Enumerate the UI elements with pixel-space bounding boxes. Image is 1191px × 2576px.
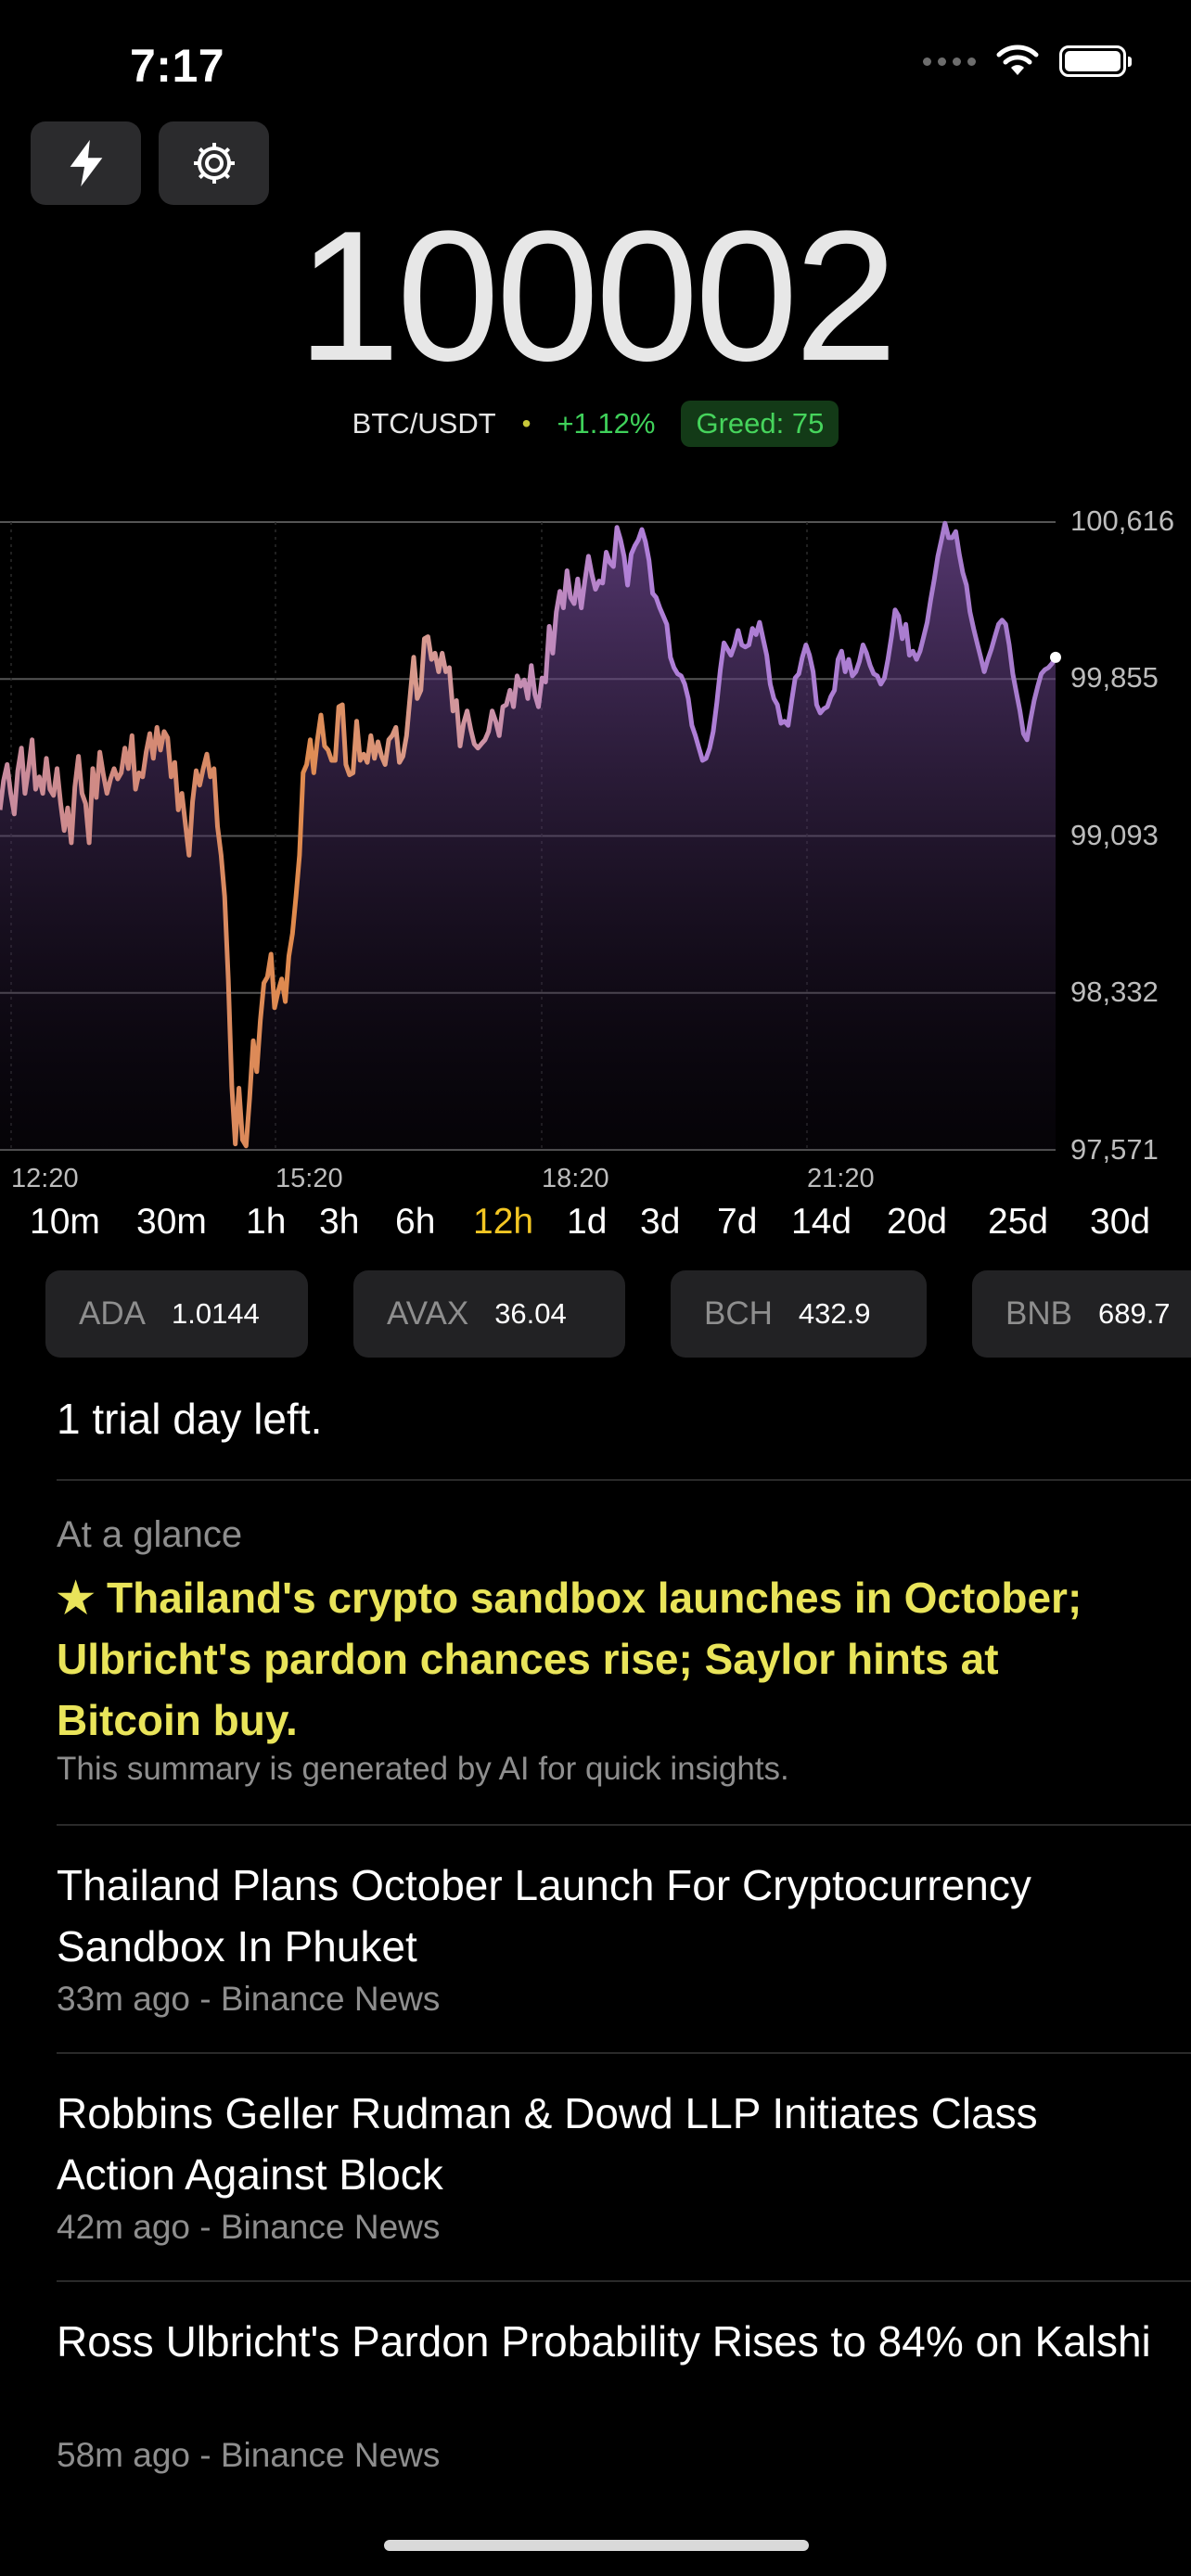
ticker-bnb[interactable]: BNB 689.7 [972, 1270, 1191, 1358]
range-1d[interactable]: 1d [567, 1202, 608, 1242]
range-3h[interactable]: 3h [319, 1202, 360, 1242]
ticker-avax[interactable]: AVAX 36.04 [353, 1270, 625, 1358]
home-indicator [384, 2540, 809, 2551]
news-meta: 33m ago - Binance News [57, 1980, 441, 2018]
divider [57, 2280, 1191, 2282]
status-icons [923, 45, 1132, 78]
ticker-symbol: AVAX [387, 1295, 469, 1332]
range-7d[interactable]: 7d [717, 1202, 758, 1242]
lightning-button[interactable] [31, 121, 141, 205]
news-meta: 58m ago - Binance News [57, 2436, 441, 2474]
x-tick-label: 21:20 [807, 1164, 875, 1193]
lightning-icon [70, 139, 102, 187]
y-tick-label: 100,616 [1070, 504, 1175, 537]
ticker-value: 432.9 [798, 1297, 871, 1330]
ticker-value: 1.0144 [171, 1297, 260, 1330]
y-tick-label: 99,093 [1070, 819, 1159, 851]
ticker-value: 36.04 [494, 1297, 567, 1330]
glance-heading: At a glance [57, 1514, 243, 1555]
range-14d[interactable]: 14d [791, 1202, 852, 1242]
divider [57, 1824, 1191, 1826]
ticker-bch[interactable]: BCH 432.9 [671, 1270, 927, 1358]
news-title[interactable]: Ross Ulbricht's Pardon Probability Rises… [57, 2317, 1151, 2366]
signal-icon [923, 57, 976, 66]
range-3d[interactable]: 3d [640, 1202, 681, 1242]
ticker-value: 689.7 [1097, 1297, 1171, 1330]
range-25d[interactable]: 25d [988, 1202, 1049, 1242]
news-meta: 42m ago - Binance News [57, 2208, 441, 2246]
news-title[interactable]: Thailand Plans October Launch For Crypto… [57, 1861, 1031, 1970]
y-tick-label: 98,332 [1070, 976, 1159, 1008]
x-tick-label: 12:20 [11, 1164, 79, 1193]
range-10m[interactable]: 10m [30, 1202, 100, 1242]
range-30d[interactable]: 30d [1090, 1202, 1151, 1242]
price-subrow: BTC/USDT • +1.12% Greed: 75 [0, 401, 1191, 447]
ticker-symbol: BCH [704, 1295, 773, 1332]
status-time: 7:17 [130, 40, 225, 92]
price-chart[interactable] [0, 501, 1191, 1168]
range-1h[interactable]: 1h [246, 1202, 287, 1242]
trial-banner[interactable]: 1 trial day left. [57, 1395, 323, 1443]
price-value: 100002 [297, 193, 897, 400]
glance-summary-text: Thailand's crypto sandbox launches in Oc… [57, 1574, 1082, 1744]
separator-dot: • [521, 409, 531, 438]
pair-label: BTC/USDT [352, 407, 496, 440]
ticker-ada[interactable]: ADA 1.0144 [45, 1270, 308, 1358]
greed-badge: Greed: 75 [681, 401, 839, 447]
wifi-icon [996, 45, 1039, 75]
settings-button[interactable] [159, 121, 269, 205]
range-12h[interactable]: 12h [473, 1202, 534, 1242]
change-percent: +1.12% [557, 407, 656, 440]
glance-summary[interactable]: ★ Thailand's crypto sandbox launches in … [57, 1567, 1133, 1751]
chart-current-point [1050, 651, 1061, 663]
range-6h[interactable]: 6h [395, 1202, 436, 1242]
gear-icon [193, 143, 235, 184]
x-tick-label: 18:20 [542, 1164, 609, 1193]
ticker-symbol: ADA [79, 1295, 146, 1332]
y-tick-label: 97,571 [1070, 1133, 1159, 1166]
range-30m[interactable]: 30m [136, 1202, 207, 1242]
chart-price-line [0, 520, 1058, 1149]
divider [57, 2052, 1191, 2054]
ticker-symbol: BNB [1005, 1295, 1072, 1332]
news-title[interactable]: Robbins Geller Rudman & Dowd LLP Initiat… [57, 2089, 1038, 2199]
x-tick-label: 15:20 [275, 1164, 343, 1193]
y-tick-label: 99,855 [1070, 661, 1159, 694]
ai-note: This summary is generated by AI for quic… [57, 1751, 789, 1787]
divider [57, 1479, 1191, 1481]
star-icon: ★ [57, 1574, 96, 1622]
battery-icon [1059, 45, 1132, 77]
range-20d[interactable]: 20d [887, 1202, 948, 1242]
